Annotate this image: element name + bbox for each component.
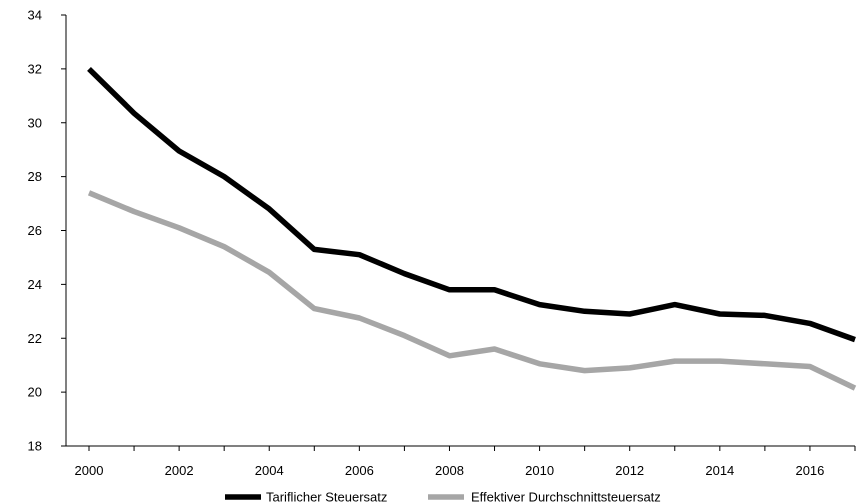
x-tick-label: 2016 [795,463,824,478]
y-tick-label: 24 [28,277,42,292]
y-tick-label: 30 [28,115,42,130]
series-line-2 [87,190,857,391]
y-tick-label: 32 [28,61,42,76]
y-tick-label: 18 [28,439,42,454]
y-tick-label: 34 [28,8,42,23]
x-tick-label: 2014 [705,463,734,478]
legend: Tariflicher Steuersatz Effektiver Durchsc… [225,490,661,504]
x-tick-label: 2004 [255,463,284,478]
x-tick-label: 2012 [615,463,644,478]
legend-label-2: Effektiver Durchschnittsteuersatz [471,490,661,504]
x-tick-label: 2006 [345,463,374,478]
x-tick-label: 2002 [165,463,194,478]
x-tick-label: 2008 [435,463,464,478]
series-line-1 [87,66,856,343]
y-tick-label: 22 [28,331,42,346]
y-tick-label: 26 [28,223,42,238]
ticks: 18 20 22 24 26 28 30 32 34 2000 2002 2004 2006 2008 20… [28,8,856,478]
x-tick-label: 2010 [525,463,554,478]
series-lines [87,66,857,391]
y-tick-label: 20 [28,385,42,400]
legend-label-1: Tariflicher Steuersatz [266,490,387,504]
x-tick-label: 2000 [75,463,104,478]
y-tick-label: 28 [28,169,42,184]
